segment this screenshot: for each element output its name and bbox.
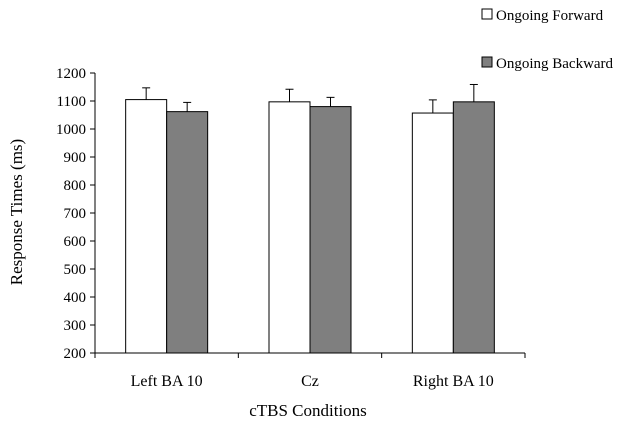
y-tick-label: 1000 <box>56 122 86 138</box>
legend: Ongoing Forward Ongoing Backward <box>481 8 614 72</box>
x-tick-label: Right BA 10 <box>413 373 494 390</box>
y-tick-label: 800 <box>64 178 87 194</box>
legend-swatch <box>481 8 493 20</box>
bar <box>268 101 311 354</box>
y-axis: 200 300 400 500 600 700 800 900 1000 1100 1200 <box>56 66 96 362</box>
y-tick-label: 1100 <box>57 94 86 110</box>
category-labels: Left BA 10 Cz Right BA 10 <box>131 373 494 390</box>
x-axis <box>94 352 526 358</box>
bar <box>411 112 454 354</box>
x-tick-label: Cz <box>301 373 319 390</box>
y-tick-label: 1200 <box>56 66 86 82</box>
x-tick-label: Left BA 10 <box>131 373 203 390</box>
legend-swatch <box>481 56 493 68</box>
legend-label: Ongoing Backward <box>496 56 614 72</box>
y-tick-label: 300 <box>64 318 87 334</box>
y-tick-label: 600 <box>64 234 87 250</box>
bar <box>452 101 495 354</box>
y-axis-title: Response Times (ms) <box>7 139 26 285</box>
bar <box>125 99 168 354</box>
y-tick-label: 500 <box>64 262 87 278</box>
legend-label: Ongoing Forward <box>496 8 604 24</box>
y-tick-label: 700 <box>64 206 87 222</box>
bar-group <box>125 83 495 354</box>
x-axis-title: cTBS Conditions <box>249 401 367 420</box>
bar <box>309 106 352 354</box>
y-tick-label: 200 <box>64 346 87 362</box>
bar <box>166 111 209 354</box>
y-tick-label: 400 <box>64 290 87 306</box>
y-tick-label: 900 <box>64 150 87 166</box>
